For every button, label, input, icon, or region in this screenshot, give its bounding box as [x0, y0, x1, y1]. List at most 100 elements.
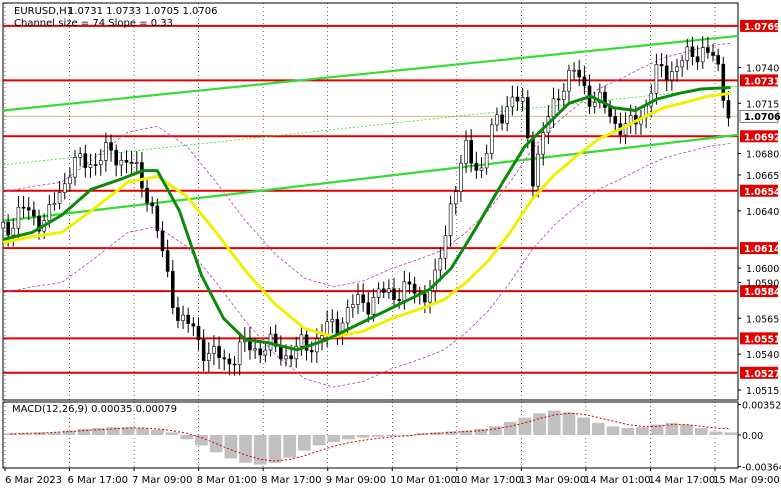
- candle-body: [670, 71, 674, 81]
- macd-histogram-bar: [18, 433, 32, 435]
- macd-histogram-bar: [606, 426, 620, 435]
- candle-body: [659, 64, 664, 67]
- level-label: 1.0527: [744, 369, 781, 380]
- candle-body: [201, 339, 206, 361]
- macd-title: MACD(12,26,9) 0.00035 0.00079: [12, 404, 177, 415]
- candle-body: [469, 140, 473, 164]
- macd-histogram-bar: [77, 428, 91, 435]
- candle-body: [104, 142, 108, 161]
- candle-body: [510, 96, 515, 108]
- x-tick-label: 6 Mar 17:00: [68, 475, 128, 486]
- envelope-lower: [2, 143, 731, 388]
- x-tick-label: 13 Mar 09:00: [519, 475, 586, 486]
- candle-body: [232, 363, 237, 366]
- candle-body: [448, 203, 453, 236]
- candle-body: [52, 202, 57, 205]
- candle-body: [176, 307, 180, 321]
- candle-body: [654, 64, 659, 94]
- y-tick-label: 1.0715: [746, 99, 779, 110]
- y-tick-label: 1.0640: [746, 207, 779, 218]
- candle-body: [191, 323, 196, 327]
- candle-body: [387, 288, 391, 293]
- series-layer: [1, 36, 731, 388]
- macd-histogram-bar: [342, 435, 355, 440]
- channel-lower-line: [2, 133, 739, 222]
- macd-histogram-bar: [474, 428, 488, 435]
- candle-body: [150, 202, 155, 207]
- candle-body: [397, 299, 401, 301]
- candle-body: [237, 341, 242, 365]
- candle-body: [474, 162, 479, 171]
- x-tick-label: 9 Mar 09:00: [326, 475, 386, 486]
- macd-layer: [4, 410, 737, 465]
- level-label: 1.0692: [744, 132, 781, 143]
- candle-body: [1, 221, 5, 229]
- x-tick-label: 14 Mar 01:00: [584, 475, 651, 486]
- macd-histogram-bar: [312, 435, 326, 446]
- macd-histogram-bar: [356, 435, 370, 438]
- candle-body: [495, 114, 499, 126]
- candle-body: [294, 345, 299, 360]
- candle-body: [562, 90, 566, 100]
- candle-body: [212, 346, 216, 354]
- candle-body: [536, 153, 540, 187]
- symbol-label: EURUSD,H1: [14, 6, 73, 17]
- x-tick-label: 10 Mar 17:00: [455, 475, 522, 486]
- candle-body: [304, 334, 309, 351]
- x-tick-label: 15 Mar 09:00: [713, 475, 780, 486]
- y-tick-label: 1.0540: [746, 350, 779, 361]
- channel-layer: [2, 34, 739, 222]
- candle-body: [381, 288, 386, 293]
- candle-body: [165, 250, 170, 272]
- candle-body: [567, 70, 571, 92]
- y-tick-label: 1.0590: [746, 278, 779, 289]
- macd-signal-line: [10, 412, 731, 462]
- candle-body: [160, 230, 165, 251]
- macd-histogram-bar: [709, 431, 723, 435]
- candle-body: [706, 47, 710, 53]
- axis-layer: 6 Mar 2023 6 Mar 17:00 7 Mar 09:00 8 Mar 01…: [4, 63, 781, 486]
- candle-body: [21, 206, 26, 209]
- candle-body: [464, 140, 468, 164]
- x-tick-label: 6 Mar 2023: [5, 475, 62, 486]
- candle-body: [366, 302, 371, 315]
- candle-body: [572, 69, 576, 72]
- candle-body: [309, 350, 314, 353]
- level-layer: 1.07691.07311.06921.06541.06141.05841.05…: [3, 19, 781, 380]
- macd-histogram-bar: [518, 417, 532, 435]
- candle-body: [330, 319, 335, 323]
- green-moving-average: [2, 86, 731, 352]
- macd-histogram-bar: [577, 417, 590, 435]
- candle-body: [83, 153, 88, 168]
- macd-histogram-bar: [636, 427, 649, 435]
- candle-body: [134, 162, 139, 164]
- candle-body: [484, 153, 489, 169]
- candle-body: [37, 215, 41, 232]
- candle-body: [114, 149, 118, 166]
- candle-body: [109, 142, 113, 151]
- candle-body: [57, 192, 62, 204]
- candle-body: [500, 114, 504, 124]
- candle-body: [675, 66, 679, 72]
- macd-histogram-bar: [680, 424, 693, 435]
- candle-body: [556, 98, 561, 101]
- candle-body: [217, 346, 221, 358]
- candle-body: [32, 209, 36, 217]
- level-label-bg: [740, 285, 778, 298]
- candle-body: [170, 271, 175, 308]
- candle-body: [726, 100, 731, 119]
- x-tick-label: 14 Mar 17:00: [648, 475, 715, 486]
- candle-body: [181, 314, 185, 321]
- candle-body: [284, 355, 288, 360]
- y-tick-label: 1.0515: [746, 386, 779, 397]
- candle-body: [453, 191, 458, 205]
- candle-body: [98, 160, 103, 165]
- y-tick-label: 1.0740: [746, 63, 779, 74]
- candle-body: [623, 123, 628, 136]
- candle-body: [186, 314, 191, 324]
- macd-histogram-bar: [106, 427, 120, 435]
- candle-body: [525, 97, 530, 139]
- macd-histogram-bar: [151, 429, 164, 435]
- candle-body: [145, 187, 149, 204]
